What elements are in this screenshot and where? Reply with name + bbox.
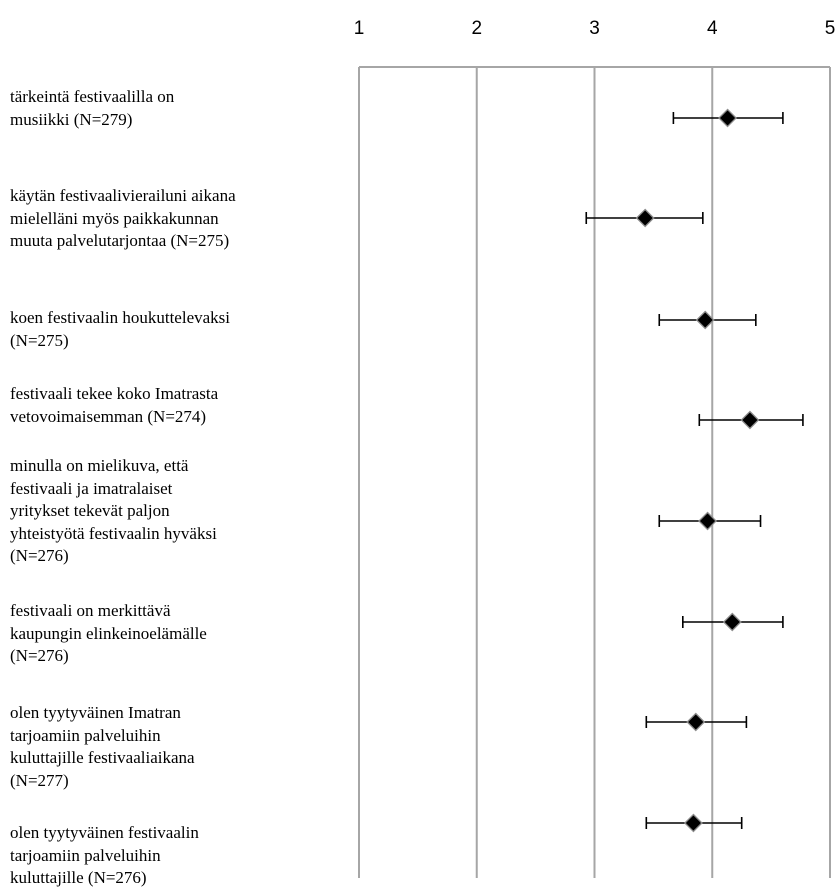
x-tick-label: 2 bbox=[471, 18, 482, 39]
category-label: festivaali tekee koko Imatrasta vetovoim… bbox=[10, 384, 219, 426]
category-label: koen festivaalin houkuttelevaksi (N=275) bbox=[10, 308, 230, 350]
mean-marker bbox=[686, 712, 706, 732]
x-tick-labels: 1 2 3 4 5 bbox=[354, 18, 836, 39]
mean-marker bbox=[718, 108, 737, 128]
x-tick-label: 5 bbox=[825, 18, 836, 39]
x-tick-label: 1 bbox=[354, 18, 365, 39]
category-label: tärkeintä festivaalilla on musiikki (N=2… bbox=[10, 87, 175, 129]
mean-marker bbox=[695, 310, 715, 330]
mean-marker bbox=[683, 813, 703, 833]
mean-marker bbox=[740, 410, 760, 430]
mean-marker bbox=[722, 612, 742, 632]
mean-markers bbox=[635, 108, 760, 833]
category-label: festivaali on merkittävä kaupungin elink… bbox=[10, 601, 207, 665]
category-label: käytän festivaalivierailuni aikana miele… bbox=[10, 186, 236, 250]
mean-marker bbox=[698, 511, 717, 531]
gridlines bbox=[358, 66, 831, 878]
category-label: olen tyytyväinen festivaalin tarjoamiin … bbox=[10, 823, 199, 887]
mean-marker bbox=[635, 208, 655, 228]
category-label: olen tyytyväinen Imatran tarjoamiin palv… bbox=[10, 703, 195, 790]
x-tick-label: 4 bbox=[707, 18, 718, 39]
category-label: minulla on mielikuva, että festivaali ja… bbox=[10, 456, 217, 565]
x-tick-label: 3 bbox=[589, 18, 600, 39]
